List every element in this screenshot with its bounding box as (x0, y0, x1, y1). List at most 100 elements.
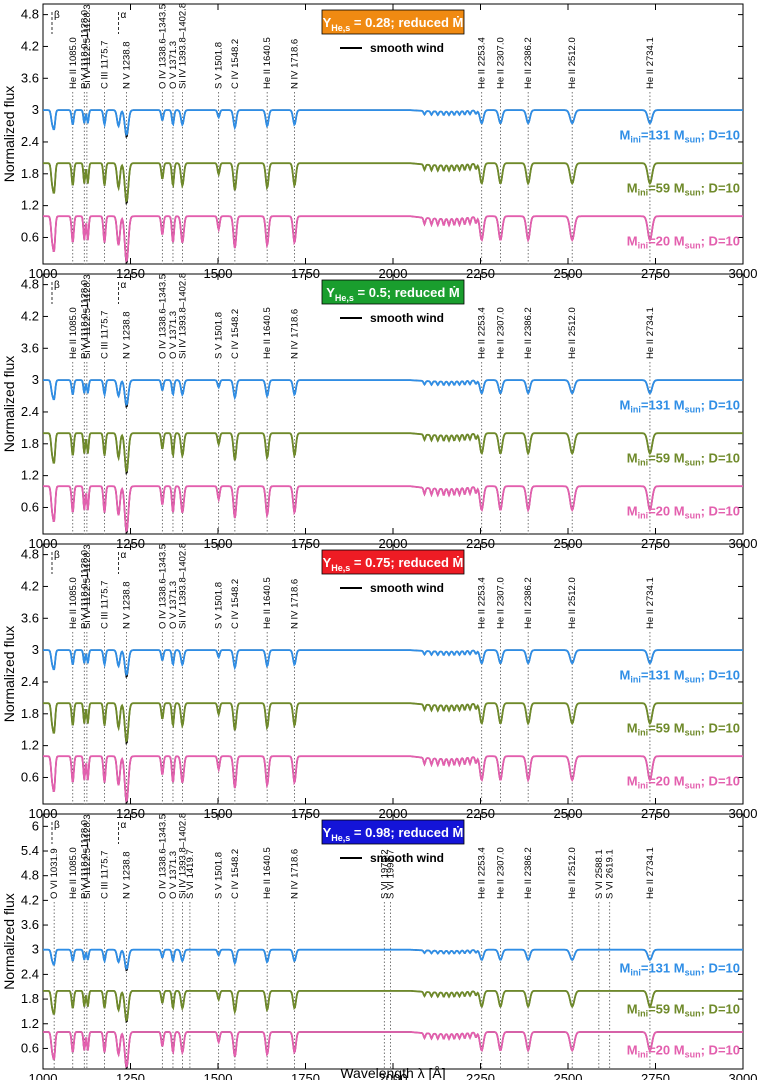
line-id-label: O IV 1338.6–1343.5 (157, 544, 168, 629)
line-id-label: N V 1238.8 (122, 311, 133, 359)
y-tick-label: 4.2 (21, 308, 39, 323)
series-label: Mini=59 Msun; D=10 (627, 180, 740, 197)
line-id-label: He II 1085.0 (68, 307, 79, 359)
x-tick-label: 2000 (379, 1071, 408, 1080)
badge-rest: = 0.75; reduced Ṁ (350, 555, 463, 570)
spectrum-line (43, 948, 743, 970)
badge-subscript: He,s (331, 563, 350, 573)
series-label-sub2: sun (685, 727, 701, 737)
y-tick-label: 0.6 (21, 229, 39, 244)
line-id-label: He II 2307.0 (495, 847, 506, 899)
series-label: Mini=20 Msun; D=10 (627, 1043, 740, 1060)
lyman-mark-label: β (54, 10, 60, 21)
title-badge (321, 549, 465, 575)
y-axis-label: Normalized flux (1, 356, 17, 452)
series-label-tail: ; D=10 (701, 960, 740, 975)
series-label-sub2: sun (685, 134, 701, 144)
legend-label: smooth wind (370, 311, 444, 325)
series-label-sub1: ini (638, 780, 649, 790)
badge-subscript: He,s (331, 23, 350, 33)
title-badge-text: YHe,s = 0.98; reduced Ṁ (323, 825, 464, 843)
line-id-label: N IV 1718.6 (290, 579, 301, 629)
series-label-sub2: sun (685, 510, 701, 520)
series-label-sub1: ini (638, 457, 649, 467)
line-id-label: S VI 2588.1 (594, 849, 605, 899)
line-id-label: P V 1118.0–1128.0 (79, 280, 90, 359)
series-label-sub2: sun (685, 674, 701, 684)
spectrum-line (43, 109, 743, 136)
line-id-label: O IV 1338.6–1343.5 (157, 274, 168, 359)
series-label-mid: =20 M (648, 233, 685, 248)
y-tick-label: 2.4 (21, 966, 39, 981)
line-id-label: C III 1175.7 (99, 581, 110, 629)
series-label-mid: =20 M (648, 503, 685, 518)
spectrum-line (43, 215, 743, 263)
line-id-label: N V 1238.8 (122, 581, 133, 629)
series-label-mid: =131 M (641, 667, 685, 682)
y-tick-label: 3 (32, 372, 39, 387)
series-label-m: M (620, 667, 631, 682)
line-id-label: Si IV 1393.8–1402.8 (177, 273, 188, 359)
x-tick-label: 1250 (116, 1071, 145, 1080)
line-id-label: S VI 2619.1 (605, 849, 616, 899)
series-label-sub2: sun (685, 404, 701, 414)
y-tick-label: 1.8 (21, 166, 39, 181)
y-tick-label: 4.8 (21, 277, 39, 292)
line-id-label: He II 1640.5 (262, 307, 273, 359)
y-tick-label: 6 (32, 818, 39, 833)
line-id-label: Si IV 1393.8–1402.8 (177, 3, 188, 89)
line-id-label: He II 2512.0 (567, 577, 578, 629)
y-tick-label: 4.8 (21, 868, 39, 883)
badge-rest: = 0.98; reduced Ṁ (350, 825, 463, 840)
series-label-tail: ; D=10 (701, 503, 740, 518)
badge-subscript: He,s (335, 293, 354, 303)
series-label-sub1: ini (638, 727, 649, 737)
line-id-label: Si IV 1122.5–1128.3 (82, 274, 93, 359)
spectrum-line (43, 162, 743, 203)
line-id-label: N IV 1718.6 (290, 849, 301, 899)
line-id-label: He II 2734.1 (645, 37, 656, 89)
y-tick-label: 4.2 (21, 578, 39, 593)
series-label-sub2: sun (685, 457, 701, 467)
line-id-label: Si IV 1393.8–1402.8 (177, 813, 188, 899)
y-tick-label: 3.6 (21, 610, 39, 625)
series-label-m: M (627, 1043, 638, 1058)
x-tick-label: 3000 (729, 1071, 758, 1080)
smooth-wind-line (43, 649, 743, 678)
line-id-label: O V 1371.3 (168, 851, 179, 899)
series-label: Mini=131 Msun; D=10 (620, 397, 740, 414)
series-label-sub1: ini (638, 1050, 649, 1060)
y-tick-label: 1.2 (21, 198, 39, 213)
line-id-label: Si IV 1122.5–1128.3 (82, 814, 93, 899)
lyman-mark-label: β (54, 820, 60, 831)
line-id-label: Si IV 1393.8–1402.8 (177, 543, 188, 629)
spectrum-line (43, 702, 743, 743)
series-label-m: M (627, 450, 638, 465)
series-label-m: M (620, 127, 631, 142)
x-tick-label: 2500 (554, 1071, 583, 1080)
badge-symbol: Y (326, 285, 335, 300)
line-id-label: He II 1085.0 (68, 577, 79, 629)
badge-rest: = 0.5; reduced Ṁ (354, 285, 460, 300)
line-id-label: C III 1175.7 (99, 41, 110, 89)
x-tick-label: 1500 (204, 1071, 233, 1080)
badge-rest: = 0.28; reduced Ṁ (350, 15, 463, 30)
y-tick-label: 4.8 (21, 547, 39, 562)
y-tick-label: 0.6 (21, 499, 39, 514)
y-tick-label: 2.4 (21, 134, 39, 149)
line-id-label: Si IV 1122.5–1128.3 (82, 544, 93, 629)
x-tick-label: 2750 (641, 1071, 670, 1080)
lyman-mark-label: α (120, 280, 126, 291)
y-tick-label: 4.8 (21, 7, 39, 22)
line-id-label: P V 1118.0–1128.0 (79, 820, 90, 899)
series-label-mid: =59 M (648, 720, 685, 735)
series-label-sub2: sun (685, 187, 701, 197)
x-axis-label: Wavelength λ [Å] (340, 1065, 445, 1080)
line-id-label: C IV 1548.2 (230, 39, 241, 89)
series-label-tail: ; D=10 (701, 450, 740, 465)
line-id-label: N IV 1718.6 (290, 309, 301, 359)
y-tick-label: 3.6 (21, 70, 39, 85)
series-label: Mini=59 Msun; D=10 (627, 720, 740, 737)
line-id-label: S V 1501.8 (214, 582, 225, 629)
